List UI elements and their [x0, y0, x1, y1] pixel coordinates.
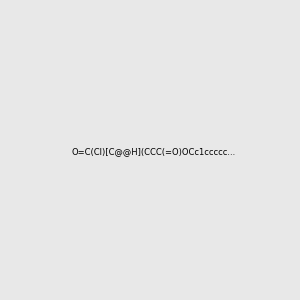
Text: O=C(Cl)[C@@H](CCC(=O)OCc1ccccc...: O=C(Cl)[C@@H](CCC(=O)OCc1ccccc...: [72, 147, 236, 156]
